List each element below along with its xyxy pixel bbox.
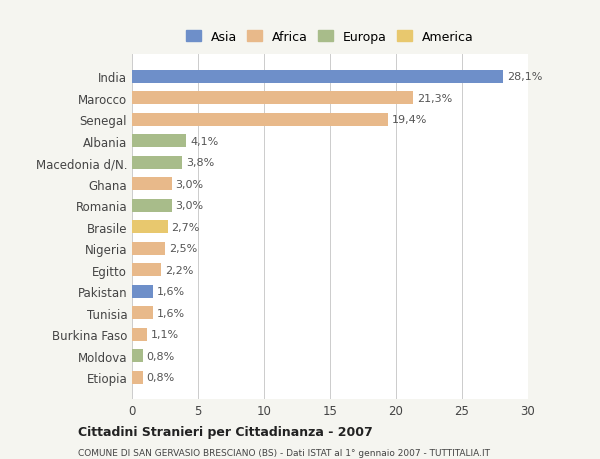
Bar (132, 349, 143, 362)
Text: COMUNE DI SAN GERVASIO BRESCIANO (BS) - Dati ISTAT al 1° gennaio 2007 - TUTTITAL: COMUNE DI SAN GERVASIO BRESCIANO (BS) - … (78, 448, 490, 457)
Text: 1,1%: 1,1% (151, 330, 179, 339)
Bar (132, 135, 186, 148)
Bar (132, 221, 167, 234)
Bar (132, 328, 146, 341)
Bar (132, 157, 182, 169)
Legend: Asia, Africa, Europa, America: Asia, Africa, Europa, America (182, 27, 478, 47)
Text: 28,1%: 28,1% (507, 72, 542, 82)
Text: 4,1%: 4,1% (190, 136, 218, 146)
Text: 2,2%: 2,2% (165, 265, 193, 275)
Text: 2,5%: 2,5% (169, 244, 197, 254)
Text: 3,0%: 3,0% (176, 201, 203, 211)
Bar (132, 178, 172, 191)
Bar (132, 371, 143, 384)
Text: 0,8%: 0,8% (146, 372, 175, 382)
Text: 2,7%: 2,7% (172, 222, 200, 232)
Bar (132, 71, 503, 84)
Bar (132, 307, 153, 319)
Text: 0,8%: 0,8% (146, 351, 175, 361)
Bar (132, 263, 161, 276)
Text: 3,8%: 3,8% (186, 158, 214, 168)
Text: 1,6%: 1,6% (157, 286, 185, 297)
Bar (132, 199, 172, 212)
Bar (132, 113, 388, 127)
Text: 21,3%: 21,3% (417, 94, 452, 104)
Text: Cittadini Stranieri per Cittadinanza - 2007: Cittadini Stranieri per Cittadinanza - 2… (78, 425, 373, 438)
Text: 1,6%: 1,6% (157, 308, 185, 318)
Text: 3,0%: 3,0% (176, 179, 203, 189)
Bar (132, 92, 413, 105)
Bar (132, 285, 153, 298)
Bar (132, 242, 165, 255)
Text: 19,4%: 19,4% (392, 115, 427, 125)
